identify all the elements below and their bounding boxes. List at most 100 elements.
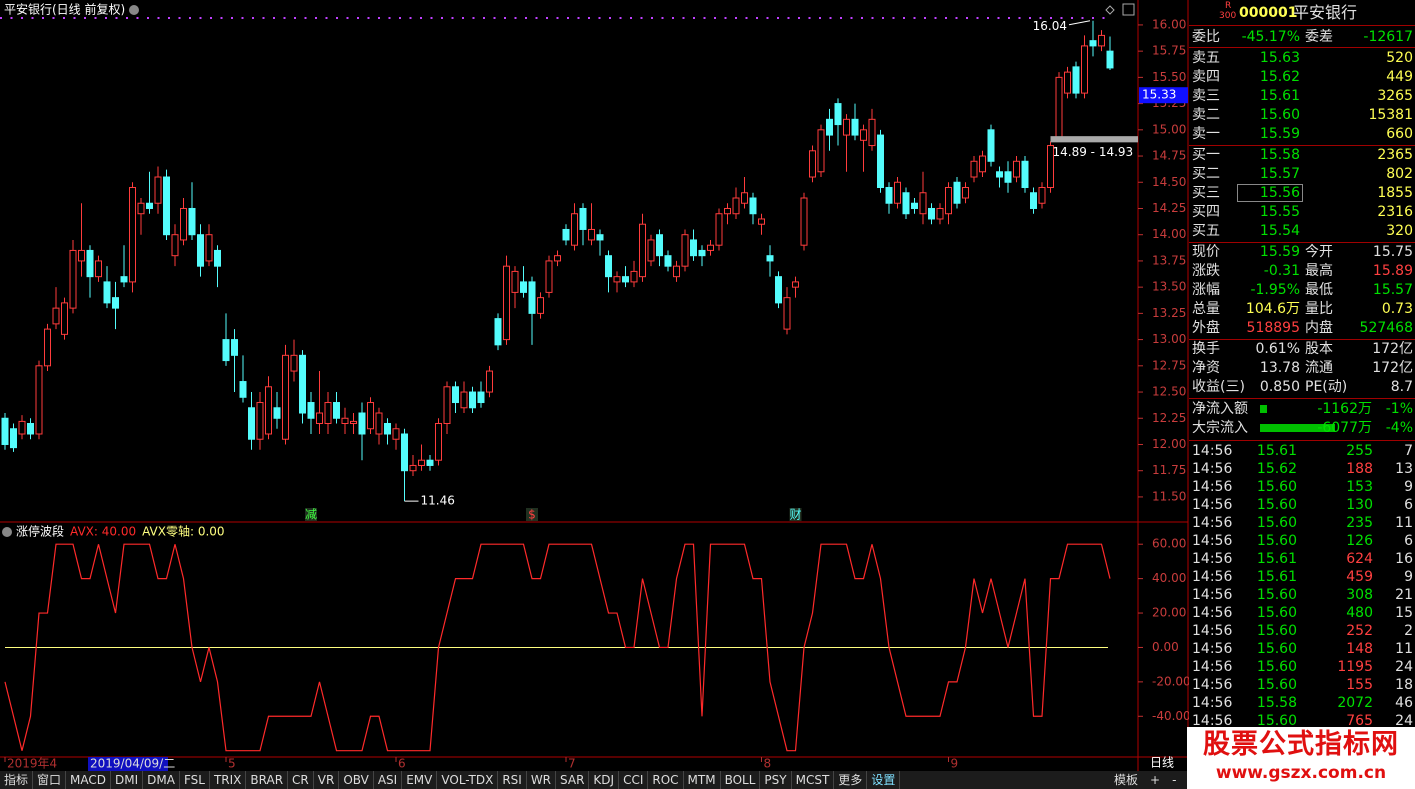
fund-value: 172亿: [1372, 360, 1413, 376]
tab[interactable]: MTM: [684, 771, 721, 789]
menu-icon[interactable]: [129, 5, 139, 15]
window-icon[interactable]: [1122, 3, 1135, 16]
fund-value: 0.61%: [1255, 341, 1300, 357]
trade-time: 14:56: [1192, 677, 1233, 693]
tab[interactable]: WR: [527, 771, 557, 789]
candle-body: [299, 354, 306, 414]
y-tick-label: 14.00: [1152, 227, 1186, 241]
tab[interactable]: +: [1150, 773, 1161, 787]
candle-body: [724, 207, 731, 215]
order-volume: 1855: [1377, 185, 1413, 201]
trade-time: 14:56: [1192, 713, 1233, 729]
tab[interactable]: ASI: [374, 771, 403, 789]
y-tick-label: -20.00: [1152, 674, 1189, 688]
tab[interactable]: VR: [314, 771, 340, 789]
tab[interactable]: BRAR: [246, 771, 289, 789]
stat-label: 总量: [1192, 301, 1220, 317]
tab[interactable]: 更多: [834, 771, 868, 789]
tab[interactable]: FSL: [180, 771, 210, 789]
trade-count: 9: [1404, 569, 1413, 585]
separator: [1189, 440, 1415, 441]
candle-body: [341, 417, 349, 425]
fund-value: 8.7: [1390, 379, 1413, 395]
tab[interactable]: BOLL: [721, 771, 761, 789]
stat-value: 0.73: [1381, 301, 1413, 317]
stat-value: 527468: [1359, 320, 1413, 336]
quote-panel: R 300 000001 平安银行 委比 -45.17% 委差 -12617 卖五 15.63 52…: [1189, 0, 1415, 729]
x-tick-label: 6: [398, 757, 406, 771]
tab[interactable]: PSY: [760, 771, 792, 789]
order-price: 15.63: [1259, 50, 1300, 66]
tab[interactable]: CR: [288, 771, 314, 789]
tab[interactable]: -: [1172, 773, 1177, 787]
order-label: 卖一: [1192, 126, 1220, 142]
candle-body: [1055, 76, 1063, 138]
fund-label: 流通: [1305, 360, 1333, 376]
stat-label: 量比: [1305, 301, 1333, 317]
trade-price: 15.60: [1256, 677, 1297, 693]
trade-time: 14:56: [1192, 551, 1233, 567]
candle-body: [95, 260, 102, 278]
order-volume: 520: [1386, 50, 1413, 66]
candle-body: [596, 234, 604, 241]
chart-title: 平安银行(日线 前复权): [4, 2, 125, 17]
candle-body: [537, 297, 544, 314]
trade-volume: 308: [1346, 587, 1373, 603]
candle-body: [571, 213, 578, 246]
candle-body: [10, 428, 17, 449]
trade-volume: 459: [1346, 569, 1373, 585]
tab[interactable]: RSI: [498, 771, 527, 789]
tab[interactable]: MACD: [66, 771, 112, 789]
order-volume: 660: [1386, 126, 1413, 142]
tab[interactable]: 模板: [1114, 773, 1139, 787]
tab[interactable]: CCI: [619, 771, 649, 789]
tab[interactable]: ROC: [648, 771, 684, 789]
tab[interactable]: DMA: [143, 771, 180, 789]
candle-body: [554, 255, 561, 262]
order-price: 15.61: [1259, 88, 1300, 104]
indicator-line: [4, 543, 1111, 752]
tab[interactable]: MCST: [792, 771, 835, 789]
candle-body: [758, 218, 765, 225]
tab[interactable]: 指标: [0, 771, 34, 789]
tab[interactable]: OBV: [339, 771, 374, 789]
indicator-title: 涨停波段: [16, 524, 64, 539]
candle-body: [171, 234, 179, 257]
tab[interactable]: 窗口: [33, 771, 67, 789]
tab[interactable]: 设置: [867, 771, 901, 789]
y-tick-label: 15.50: [1152, 70, 1186, 84]
candle-body: [35, 365, 43, 435]
tab[interactable]: EMV: [402, 771, 438, 789]
cursor-price-label: 15.33: [1142, 88, 1176, 102]
fund-value: 0.850: [1259, 379, 1300, 395]
tab[interactable]: TRIX: [210, 771, 247, 789]
low-label: 11.46: [421, 494, 455, 508]
candle-body: [630, 270, 638, 283]
order-label: 买三: [1192, 185, 1220, 201]
tab[interactable]: SAR: [556, 771, 590, 789]
diamond-icon[interactable]: [1105, 5, 1115, 15]
separator: [1189, 25, 1415, 26]
trade-time: 14:56: [1192, 587, 1233, 603]
order-price: 15.56: [1259, 185, 1300, 201]
y-tick-label: 11.50: [1152, 489, 1186, 503]
tab[interactable]: VOL-TDX: [437, 771, 499, 789]
tab[interactable]: DMI: [111, 771, 144, 789]
separator: [1189, 145, 1415, 146]
trade-count: 24: [1395, 713, 1413, 729]
candle-body: [673, 265, 680, 278]
x-tick-label: 2019年4: [7, 757, 57, 771]
menu-icon: [2, 527, 12, 537]
order-volume: 3265: [1377, 88, 1413, 104]
tab[interactable]: KDJ: [589, 771, 620, 789]
trade-volume: 1195: [1337, 659, 1373, 675]
period-label[interactable]: 日线: [1150, 756, 1174, 770]
candle-body: [256, 402, 264, 440]
gap-band: [1050, 136, 1138, 143]
trade-time: 14:56: [1192, 533, 1233, 549]
candle-body: [1072, 66, 1080, 94]
candle-body: [1106, 50, 1114, 69]
separator: [1189, 47, 1415, 48]
candle-body: [987, 129, 995, 162]
candle-body: [418, 459, 425, 466]
